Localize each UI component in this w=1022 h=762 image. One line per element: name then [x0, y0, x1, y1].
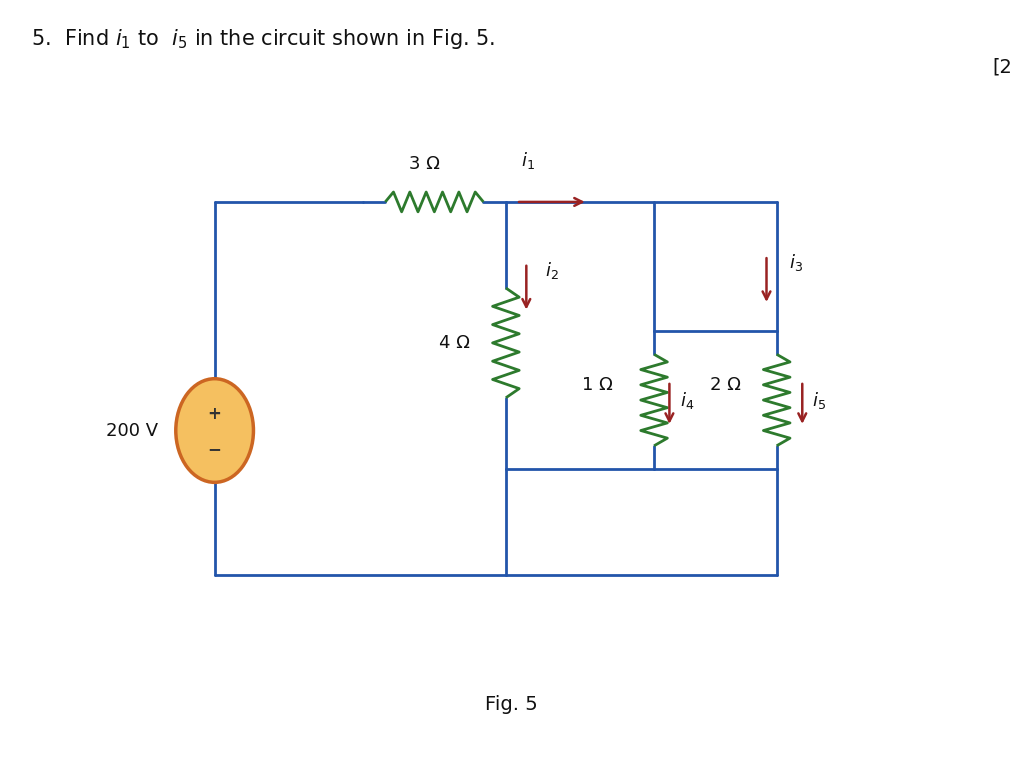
Text: $i_3$: $i_3$ [789, 252, 803, 274]
Text: [2: [2 [992, 57, 1012, 76]
Text: Fig. 5: Fig. 5 [484, 696, 538, 714]
Text: $i_2$: $i_2$ [545, 260, 558, 281]
Ellipse shape [176, 379, 253, 482]
Text: $i_5$: $i_5$ [812, 389, 827, 411]
Text: −: − [207, 440, 222, 458]
Text: $i_4$: $i_4$ [680, 389, 694, 411]
Text: $i_1$: $i_1$ [521, 149, 536, 171]
Text: 1 Ω: 1 Ω [583, 376, 613, 394]
Text: 4 Ω: 4 Ω [439, 334, 470, 352]
Text: +: + [207, 405, 222, 423]
Text: 200 V: 200 V [106, 421, 158, 440]
Text: 5.  Find $i_1$ to  $i_5$ in the circuit shown in Fig. 5.: 5. Find $i_1$ to $i_5$ in the circuit sh… [31, 27, 495, 50]
Text: 3 Ω: 3 Ω [409, 155, 439, 173]
Text: 2 Ω: 2 Ω [710, 376, 741, 394]
